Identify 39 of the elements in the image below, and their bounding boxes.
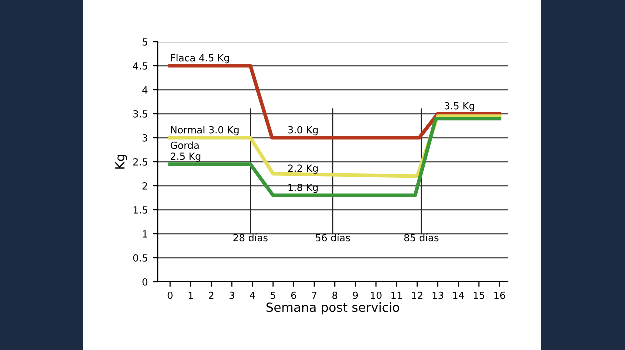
annotation: Flaca 4.5 Kg [171, 54, 230, 64]
ref-line-label: 85 días [404, 234, 439, 242]
x-tick-label: 13 [432, 292, 444, 300]
y-tick-label: 2 [142, 182, 148, 190]
x-tick-label: 10 [371, 292, 382, 300]
x-tick-label: 5 [270, 292, 276, 300]
y-tick-label: 0 [142, 278, 148, 286]
y-tick-label: 3.5 [134, 110, 148, 118]
x-tick-label: 16 [494, 292, 506, 300]
x-tick-label: 3 [230, 292, 234, 300]
x-axis-title: Semana post servicio [266, 302, 400, 315]
x-tick-label: 9 [353, 292, 358, 300]
x-tick-label: 8 [332, 292, 338, 300]
annotation: 3.5 Kg [444, 102, 474, 112]
ref-line-label: 56 días [316, 234, 350, 242]
x-tick-label: 6 [291, 292, 296, 300]
y-tick-label: 1 [143, 230, 148, 238]
ref-line-label: 28 días [234, 234, 268, 242]
annotation: Gorda 2.5 Kg [170, 142, 201, 162]
annotation: Normal 3.0 Kg [171, 126, 239, 136]
x-tick-label: 11 [392, 292, 402, 300]
x-tick-label: 4 [250, 292, 256, 300]
y-tick-label: 4 [142, 86, 148, 94]
y-axis-title: Kg [116, 155, 128, 169]
x-tick-label: 1 [188, 292, 194, 300]
y-tick-label: 4.5 [133, 62, 148, 70]
x-tick-label: 12 [412, 292, 423, 300]
y-tick-label: 5 [142, 38, 148, 46]
y-tick-label: 0.5 [133, 254, 148, 262]
annotation: 3.0 Kg [288, 126, 318, 136]
x-tick-label: 14 [453, 292, 464, 300]
y-tick-label: 1.5 [134, 206, 148, 214]
y-tick-label: 2.5 [134, 158, 148, 166]
annotation: 2.2 Kg [288, 164, 318, 174]
x-tick-label: 2 [209, 292, 214, 300]
y-tick-label: 3 [142, 134, 148, 142]
x-tick-label: 0 [168, 292, 173, 300]
x-tick-label: 15 [474, 292, 485, 300]
x-tick-label: 7 [312, 292, 317, 300]
